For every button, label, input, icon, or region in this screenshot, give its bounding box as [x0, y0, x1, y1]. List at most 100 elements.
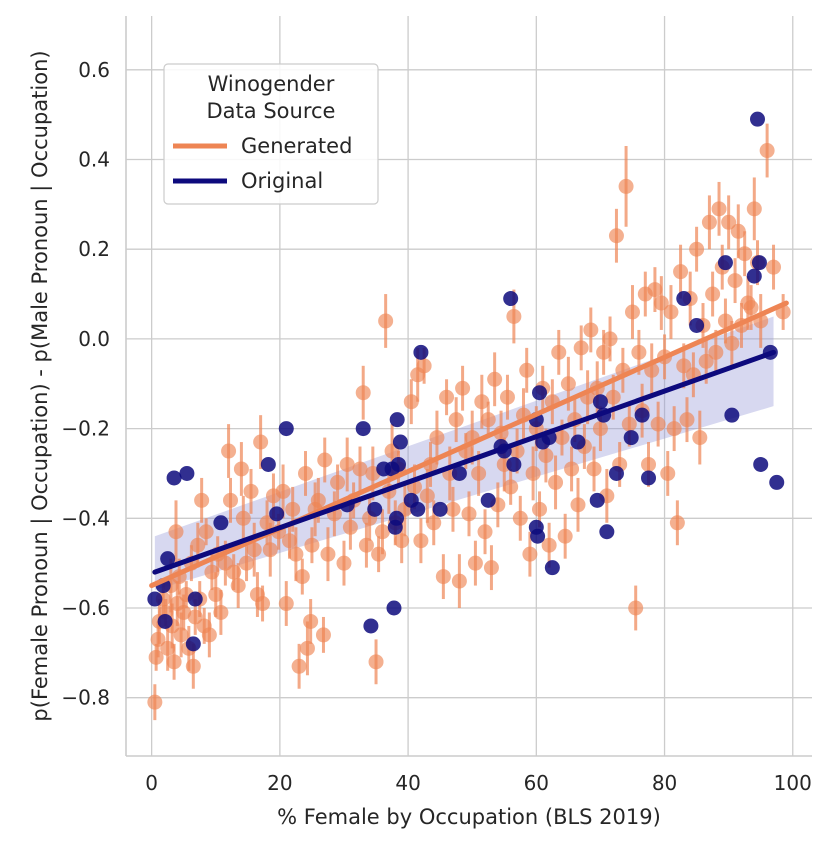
generated-point	[445, 501, 461, 517]
original-point	[355, 421, 371, 437]
original-point	[746, 268, 762, 284]
legend-box	[163, 63, 379, 205]
generated-point	[342, 519, 358, 535]
generated-point	[336, 555, 352, 571]
generated-point	[573, 340, 589, 356]
x-tick-label: 100	[774, 771, 812, 795]
generated-point	[304, 537, 320, 553]
original-point	[592, 394, 608, 410]
generated-point	[230, 578, 246, 594]
original-point	[157, 613, 173, 629]
original-point	[717, 255, 733, 271]
original-point	[278, 421, 294, 437]
generated-point	[621, 416, 637, 432]
generated-point	[315, 627, 331, 643]
original-point	[410, 501, 426, 517]
original-point	[390, 456, 406, 472]
original-point	[599, 524, 615, 540]
generated-point	[461, 506, 477, 522]
generated-point	[378, 313, 394, 329]
original-point	[432, 501, 448, 517]
generated-point	[522, 546, 538, 562]
y-tick-label: 0.6	[78, 58, 110, 82]
generated-point	[727, 273, 743, 289]
generated-point	[147, 694, 163, 710]
generated-point	[285, 501, 301, 517]
y-tick-label: 0.4	[78, 148, 110, 172]
x-tick-label: 80	[652, 771, 677, 795]
generated-point	[548, 474, 564, 490]
generated-point	[403, 394, 419, 410]
generated-point	[717, 313, 733, 329]
original-point	[676, 291, 692, 307]
generated-point	[512, 510, 528, 526]
x-tick-label: 0	[145, 771, 158, 795]
generated-point	[653, 295, 669, 311]
original-point	[769, 474, 785, 490]
legend-label-generated: Generated	[241, 134, 352, 158]
generated-point	[663, 304, 679, 320]
generated-point	[474, 394, 490, 410]
generated-point	[698, 353, 714, 369]
generated-point	[255, 596, 271, 612]
x-tick-label: 60	[524, 771, 549, 795]
x-tick-label: 20	[267, 771, 292, 795]
generated-point	[429, 430, 445, 446]
y-tick-labels: 0.6 0.4 0.2 0.0 −0.2 −0.4 −0.6 −0.8	[61, 58, 110, 710]
generated-point	[291, 658, 307, 674]
generated-point	[352, 461, 368, 477]
original-point	[544, 560, 560, 576]
generated-point	[554, 430, 570, 446]
generated-point	[451, 573, 467, 589]
generated-point	[173, 627, 189, 643]
original-point	[623, 430, 639, 446]
generated-point	[223, 492, 239, 508]
generated-point	[592, 421, 608, 437]
generated-point	[708, 344, 724, 360]
generated-point	[705, 286, 721, 302]
generated-point	[310, 492, 326, 508]
generated-point	[483, 560, 499, 576]
original-point	[480, 492, 496, 508]
generated-point	[570, 497, 586, 513]
original-point	[641, 470, 657, 486]
legend-title-line2: Data Source	[207, 99, 336, 123]
generated-point	[480, 412, 496, 428]
generated-point	[281, 533, 297, 549]
generated-point	[148, 649, 164, 665]
generated-point	[679, 412, 695, 428]
generated-point	[288, 546, 304, 562]
generated-point	[641, 456, 657, 472]
generated-point	[503, 479, 519, 495]
original-point	[392, 434, 408, 450]
generated-point	[435, 569, 451, 585]
generated-point	[294, 569, 310, 585]
generated-point	[602, 331, 618, 347]
generated-point	[239, 555, 255, 571]
generated-point	[628, 600, 644, 616]
original-point	[179, 465, 195, 481]
y-tick-label: 0.0	[78, 327, 110, 351]
generated-point	[416, 358, 432, 374]
generated-point	[506, 308, 522, 324]
generated-point	[419, 488, 435, 504]
generated-point	[650, 416, 666, 432]
generated-point	[721, 214, 737, 230]
y-tick-label: −0.2	[61, 417, 110, 441]
generated-point	[660, 465, 676, 481]
x-tick-labels: 0 20 40 60 80 100	[145, 771, 812, 795]
generated-point	[538, 448, 554, 464]
generated-point	[666, 421, 682, 437]
generated-point	[487, 371, 503, 387]
original-point	[413, 344, 429, 360]
generated-point	[355, 385, 371, 401]
original-point	[589, 492, 605, 508]
original-point	[269, 506, 285, 522]
x-axis-title: % Female by Occupation (BLS 2019)	[277, 805, 661, 829]
generated-point	[624, 304, 640, 320]
generated-point	[541, 537, 557, 553]
generated-point	[596, 344, 612, 360]
generated-point	[471, 465, 487, 481]
generated-point	[669, 515, 685, 531]
generated-point	[711, 201, 727, 217]
